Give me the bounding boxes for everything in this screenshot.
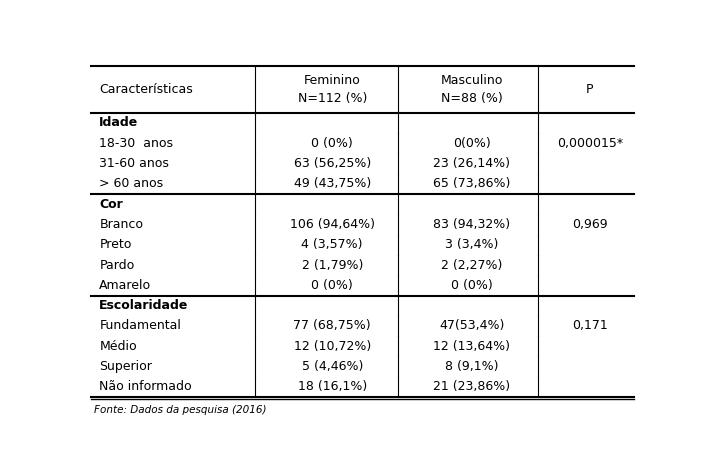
Text: Cor: Cor bbox=[99, 198, 123, 211]
Text: > 60 anos: > 60 anos bbox=[99, 177, 163, 190]
Text: 12 (10,72%): 12 (10,72%) bbox=[293, 340, 371, 353]
Text: 4 (3,57%): 4 (3,57%) bbox=[301, 238, 363, 251]
Text: 47(53,4%): 47(53,4%) bbox=[439, 319, 505, 333]
Text: 31-60 anos: 31-60 anos bbox=[99, 157, 169, 170]
Text: 5 (4,46%): 5 (4,46%) bbox=[301, 360, 363, 373]
Text: Escolaridade: Escolaridade bbox=[99, 299, 189, 312]
Text: 77 (68,75%): 77 (68,75%) bbox=[293, 319, 371, 333]
Text: Fonte: Dados da pesquisa (2016): Fonte: Dados da pesquisa (2016) bbox=[94, 405, 267, 414]
Text: Características: Características bbox=[99, 82, 193, 96]
Text: 63 (56,25%): 63 (56,25%) bbox=[293, 157, 371, 170]
Text: Branco: Branco bbox=[99, 218, 144, 231]
Text: 0,171: 0,171 bbox=[572, 319, 607, 333]
Text: 8 (9,1%): 8 (9,1%) bbox=[445, 360, 498, 373]
Text: 65 (73,86%): 65 (73,86%) bbox=[433, 177, 510, 190]
Text: 18-30  anos: 18-30 anos bbox=[99, 137, 173, 150]
Text: Amarelo: Amarelo bbox=[99, 279, 151, 292]
Text: 2 (2,27%): 2 (2,27%) bbox=[441, 259, 503, 272]
Text: 23 (26,14%): 23 (26,14%) bbox=[433, 157, 510, 170]
Text: N=112 (%): N=112 (%) bbox=[298, 92, 367, 105]
Text: Superior: Superior bbox=[99, 360, 152, 373]
Text: Fundamental: Fundamental bbox=[99, 319, 181, 333]
Text: 21 (23,86%): 21 (23,86%) bbox=[433, 381, 510, 393]
Text: Preto: Preto bbox=[99, 238, 132, 251]
Text: 3 (3,4%): 3 (3,4%) bbox=[445, 238, 498, 251]
Text: 18 (16,1%): 18 (16,1%) bbox=[298, 381, 367, 393]
Text: N=88 (%): N=88 (%) bbox=[441, 92, 503, 105]
Text: 49 (43,75%): 49 (43,75%) bbox=[293, 177, 371, 190]
Text: 12 (13,64%): 12 (13,64%) bbox=[433, 340, 510, 353]
Text: Não informado: Não informado bbox=[99, 381, 192, 393]
Text: 0,000015*: 0,000015* bbox=[556, 137, 623, 150]
Text: 0,969: 0,969 bbox=[572, 218, 607, 231]
Text: 106 (94,64%): 106 (94,64%) bbox=[290, 218, 375, 231]
Text: 2 (1,79%): 2 (1,79%) bbox=[301, 259, 363, 272]
Text: 83 (94,32%): 83 (94,32%) bbox=[433, 218, 510, 231]
Text: 0 (0%): 0 (0%) bbox=[451, 279, 493, 292]
Text: 0 (0%): 0 (0%) bbox=[311, 279, 353, 292]
Text: Médio: Médio bbox=[99, 340, 137, 353]
Text: Masculino: Masculino bbox=[440, 73, 503, 87]
Text: 0 (0%): 0 (0%) bbox=[311, 137, 353, 150]
Text: 0(0%): 0(0%) bbox=[453, 137, 491, 150]
Text: Feminino: Feminino bbox=[304, 73, 361, 87]
Text: Pardo: Pardo bbox=[99, 259, 134, 272]
Text: P: P bbox=[586, 82, 593, 96]
Text: Idade: Idade bbox=[99, 116, 139, 130]
